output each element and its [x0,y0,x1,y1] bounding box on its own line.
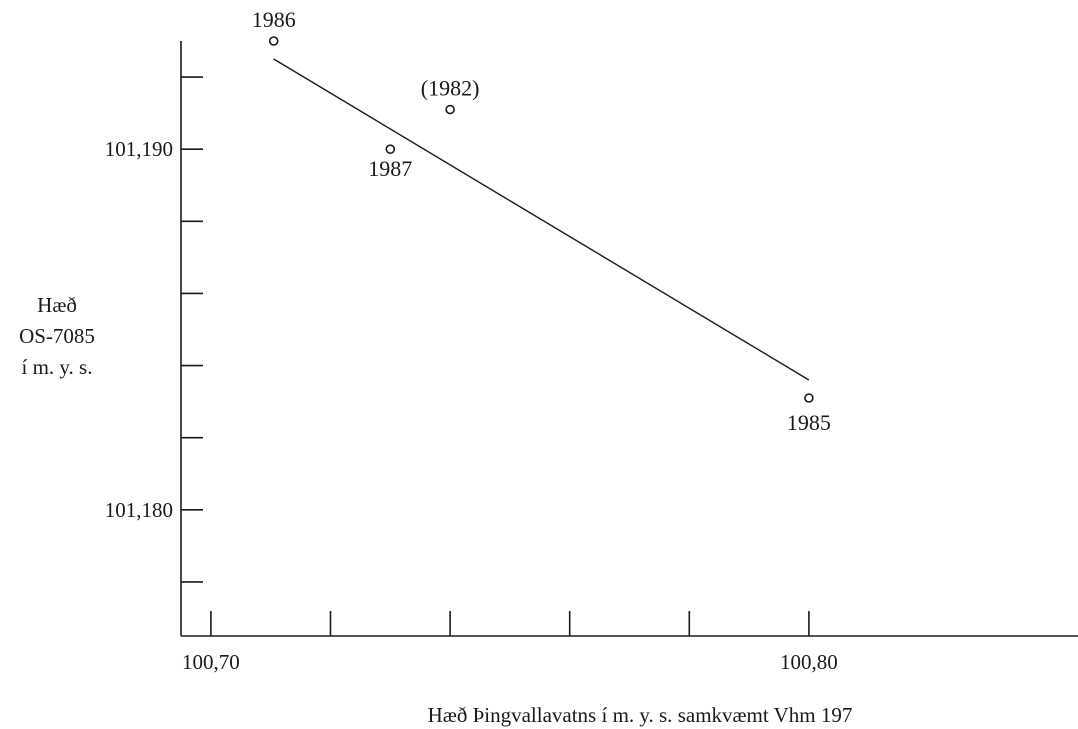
axes [180,41,1078,637]
y-tick-label: 101,190 [105,137,173,161]
x-tick-label: 100,70 [182,650,240,674]
data-point-label: 1985 [787,410,831,435]
regression-line-group [273,58,810,381]
data-point [385,144,396,154]
data-point-label: (1982) [421,76,480,101]
y-axis-title-line-1: Hæð [37,293,77,317]
data-point [268,36,279,46]
data-point-label: 1987 [368,156,412,181]
y-axis-title-line-2: OS-7085 [19,324,95,348]
data-point [445,104,455,115]
x-tick-label: 100,80 [780,650,838,674]
y-tick-label: 101,180 [105,498,173,522]
y-axis-title-line-3: í m. y. s. [22,355,93,379]
data-point [804,393,814,403]
regression-line [273,58,810,381]
data-point-label: 1986 [252,7,296,32]
ticks: 100,70 100,80 101,180 101,190 [105,76,838,674]
y-axis-title: Hæð OS-7085 í m. y. s. [19,293,95,379]
x-axis-title: Hæð Þingvallavatns í m. y. s. samkvæmt V… [428,703,853,727]
data-points: 1986 (1982) 1987 1985 [252,7,831,435]
